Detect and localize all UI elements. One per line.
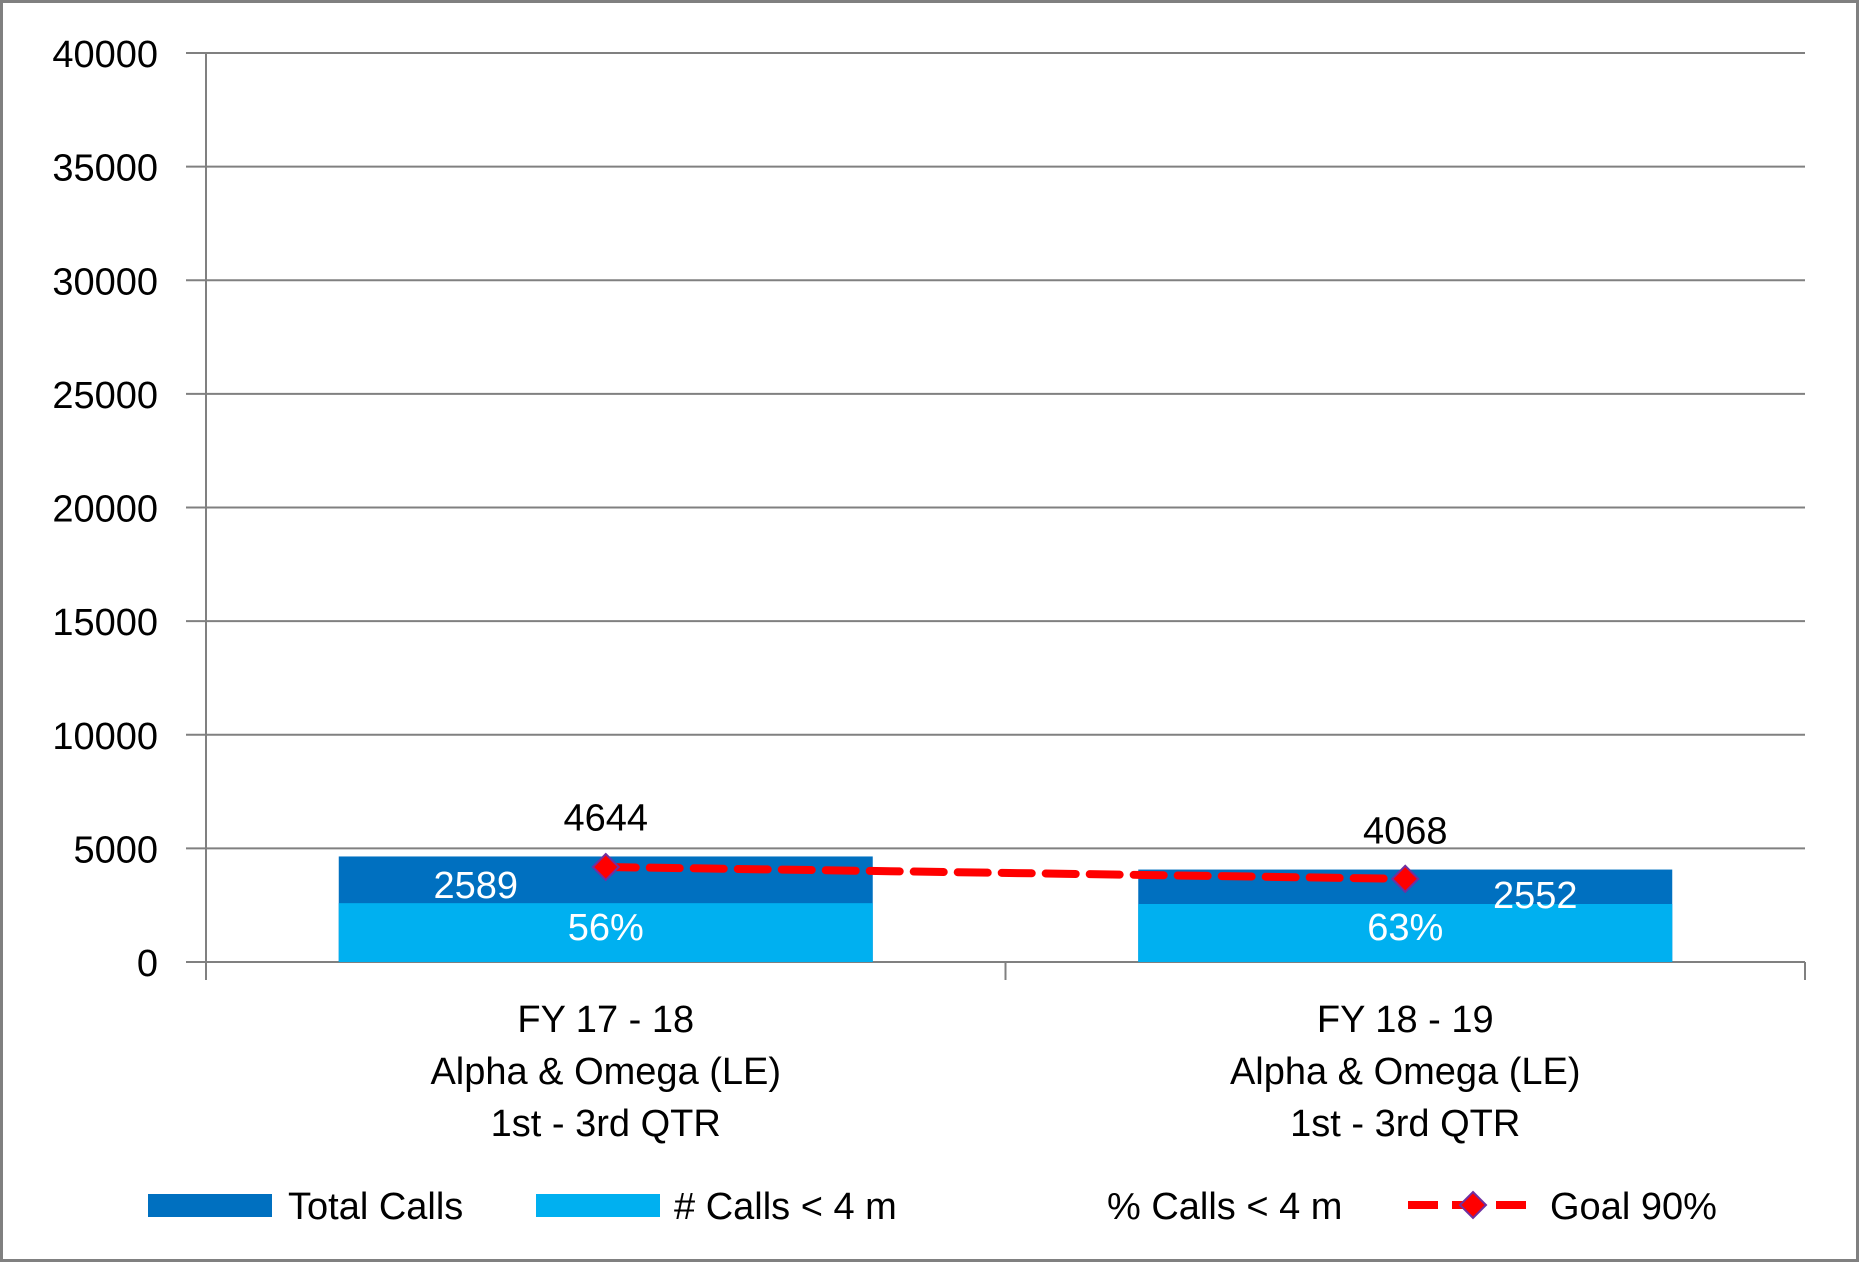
- x-tick-label: Alpha & Omega (LE): [1230, 1051, 1581, 1093]
- x-tick-label: 1st - 3rd QTR: [491, 1103, 721, 1145]
- legend-label-goal: Goal 90%: [1550, 1186, 1717, 1228]
- legend-swatch-total-calls: [148, 1194, 272, 1217]
- y-tick-label: 30000: [52, 261, 158, 303]
- goal-marker: [591, 852, 621, 882]
- y-tick-label: 15000: [52, 602, 158, 644]
- data-labels: 4644 2589 56% 4068 2552 63%: [433, 797, 1577, 949]
- x-tick-label: FY 17 - 18: [517, 999, 694, 1041]
- y-tick-label: 5000: [73, 829, 158, 871]
- axes: 0 5000 10000 15000 20000 25000 30000 35000 40000…: [52, 34, 1806, 1145]
- bar-calls-under-4m: [1138, 904, 1673, 962]
- goal-marker: [1390, 864, 1420, 894]
- data-label-calls-under-4m: 2589: [433, 865, 518, 907]
- y-tick-label: 25000: [52, 375, 158, 417]
- x-tick-label: Alpha & Omega (LE): [430, 1051, 781, 1093]
- gridlines: [206, 52, 1805, 850]
- y-tick-label: 10000: [52, 716, 158, 758]
- x-tick-label: 1st - 3rd QTR: [1290, 1103, 1520, 1145]
- bar-calls-under-4m: [338, 903, 873, 962]
- legend: Total Calls # Calls < 4 m % Calls < 4 m Goa…: [148, 1186, 1717, 1228]
- legend-goal-marker: [1458, 1190, 1488, 1220]
- y-tick-label: 20000: [52, 489, 158, 531]
- y-tick-label: 40000: [52, 34, 158, 76]
- y-tick-label: 35000: [52, 148, 158, 190]
- y-tick-label: 0: [137, 943, 158, 985]
- data-label-total-calls: 4068: [1363, 811, 1448, 853]
- legend-swatch-calls-under-4m: [536, 1194, 660, 1217]
- data-label-calls-under-4m: 2552: [1493, 875, 1578, 917]
- data-label-total-calls: 4644: [563, 797, 648, 839]
- legend-label-calls-under-4m: # Calls < 4 m: [674, 1186, 897, 1228]
- data-label-pct-calls-under-4m: 56%: [568, 907, 644, 949]
- data-label-pct-calls-under-4m: 63%: [1367, 907, 1443, 949]
- legend-label-pct-calls-under-4m: % Calls < 4 m: [1107, 1186, 1342, 1228]
- legend-label-total-calls: Total Calls: [288, 1186, 463, 1228]
- x-tick-label: FY 18 - 19: [1317, 999, 1494, 1041]
- goal-line: [591, 852, 1420, 894]
- goal-line-path: [601, 863, 1410, 883]
